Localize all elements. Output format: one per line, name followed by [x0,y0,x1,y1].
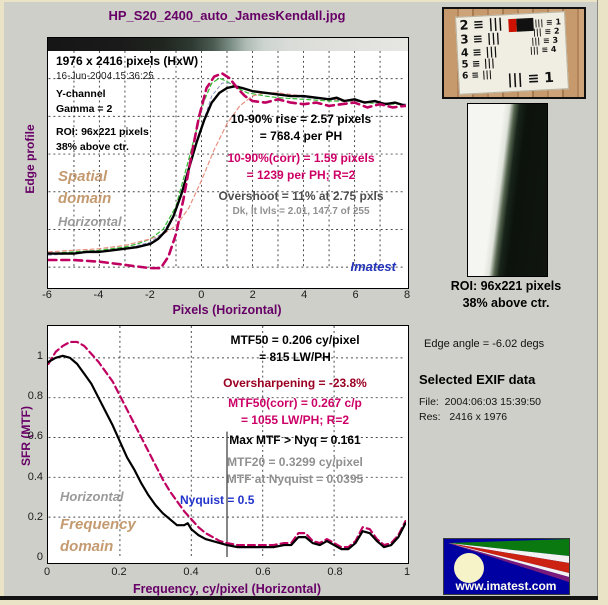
exif-file-line: File: 2004:06:03 15:39:50 [419,396,542,408]
window-frame-left [0,0,4,605]
exif-header: Selected EXIF data [419,372,536,387]
frequency-xlabel: Frequency, cy/pixel (Horizontal) [132,582,321,596]
sfr-mtf-plot: MTF50 = 0.206 cy/pixel = 815 LW/PH Overs… [47,325,409,564]
maxmtf-annotation: Max MTF > Nyq = 0.161 [229,433,361,447]
orientation-label-top: Horizontal [58,214,122,229]
imatest-watermark: Imatest [350,259,396,274]
rise-annotation-2: = 768.4 per PH [259,129,343,143]
window-frame-bottom-line [0,596,598,600]
window-frame-top [0,0,608,2]
bottom-xtick-0: 0 [43,566,51,578]
spatial-domain-label-1: Spatial [58,168,108,185]
usaf-resolution-chart: 2 ≡ ||| 3 ≡ ||| 4 ≡ ||| 5 ≡ ||| 6 ≡ ||| ||| ≡… [455,11,569,95]
mtf50-annotation-1: MTF50 = 0.206 cy/pixel [230,333,360,347]
bottom-xtick-0.2: 0.2 [111,566,127,578]
image-timestamp: 16-Jun-2004 15:36:25 [56,71,154,82]
corr-rise-annotation-1: 10-90%(corr) = 1.59 pixels [227,151,375,165]
exif-res-line: Res: 2416 x 1976 [419,411,508,423]
bottom-xtick-0.6: 0.6 [255,566,271,578]
image-dimensions: 1976 x 2416 pixels (HxW) [56,54,199,68]
pixels-xlabel: Pixels (Horizontal) [172,303,282,317]
roi-caption-1: ROI: 96x221 pixels [450,279,562,293]
channel-label: Y-channel [56,88,106,100]
curve-mtf-uncorrected-black [48,354,406,551]
mtf-nyquist-annotation: MTF at Nyquist = 0.0395 [226,472,364,486]
bottom-xtick-0.4: 0.4 [183,566,199,578]
edge-angle-label: Edge angle = -6.02 degs [424,338,545,350]
top-xtick-6: 6 [352,289,359,301]
window-frame-right [597,0,608,605]
imatest-logo: www.imatest.com [443,538,570,595]
gamma-label: Gamma = 2 [56,103,113,115]
usaf-left-row-4: 5 ≡ ||| [461,57,496,71]
top-xtick-2: 2 [249,289,256,301]
top-xtick--6: -6 [42,289,52,301]
orientation-label-bottom: Horizontal [60,489,124,504]
edge-pixel-strip [48,38,408,51]
levels-annotation: Dk, lt lvls = 2.01, 147.7 of 255 [232,206,370,217]
curve-mtf-corrected-magenta [48,340,406,549]
curve-edge-corrected-magenta [48,72,406,270]
mtf50-annotation-2: = 815 LW/PH [259,350,331,364]
bottom-ytick-0.2: 0.2 [27,510,43,523]
edge-target-black [516,17,534,32]
top-xtick-8: 8 [403,289,411,301]
bottom-xtick-1: 1 [403,566,411,578]
window-frame-bottom [0,600,608,605]
usaf-bottom-row: ||| ≡ 1 [507,69,555,89]
spatial-domain-label-2: domain [58,190,112,207]
frequency-domain-label-1: Frequency [60,516,136,533]
nyquist-annotation: Nyquist = 0.5 [180,493,255,507]
corr-rise-annotation-2: = 1239 per PH; R=2 [246,168,356,182]
usaf-right-row-4: ||| ≡ 4 [529,44,557,56]
roi-edge-crop-image [467,103,548,277]
top-xtick--2: -2 [144,289,155,301]
roi-size-label: ROI: 96x221 pixels [56,126,149,138]
roi-position-label: 38% above ctr. [56,141,129,153]
overshoot-annotation: Overshoot = 11% at 2.75 pxls [218,189,384,203]
edge-profile-ylabel: Edge profile [23,124,37,194]
rise-annotation-1: 10-90% rise = 2.57 pixels [230,112,372,126]
usaf-left-row-3: 4 ≡ ||| [460,44,498,60]
usaf-left-row-2: 3 ≡ ||| [459,30,501,47]
test-chart-thumbnail: 2 ≡ ||| 3 ≡ ||| 4 ≡ ||| 5 ≡ ||| 6 ≡ ||| ||| ≡… [442,7,586,99]
logo-url-text: www.imatest.com [455,579,557,593]
bottom-xtick-0.8: 0.8 [327,566,343,578]
logo-moon [454,553,484,583]
figure-title: HP_S20_2400_auto_JamesKendall.jpg [108,8,346,23]
bottom-ytick-0: 0 [36,551,43,563]
top-xtick-0: 0 [198,289,205,301]
usaf-left-row-5: 6 ≡ ||| [461,70,493,82]
frequency-domain-label-2: domain [60,538,114,555]
edge-profile-chart-canvas [48,50,406,270]
sfr-mtf-chart-canvas [48,326,406,558]
bottom-ytick-1: 1 [36,350,43,363]
imatest-logo-art: www.imatest.com [444,539,569,594]
edge-profile-plot: 1976 x 2416 pixels (HxW) 16-Jun-2004 15:… [47,37,409,289]
sfr-mtf-ylabel: SFR (MTF) [19,406,33,466]
top-xtick--4: -4 [93,289,104,301]
mtf50corr-annotation-1: MTF50(corr) = 0.267 c/p [228,396,362,410]
top-xtick-4: 4 [301,289,308,301]
roi-caption-2: 38% above ctr. [462,296,550,310]
mtf50corr-annotation-2: = 1055 LW/PH; R=2 [240,413,350,427]
oversharpening-annotation: Oversharpening = -23.8% [223,376,367,390]
curve-edge-uncorrected-black [48,85,406,255]
curve-aux-green-dashed [48,77,406,255]
mtf20-annotation: MTF20 = 0.3299 cy/pixel [227,455,363,469]
